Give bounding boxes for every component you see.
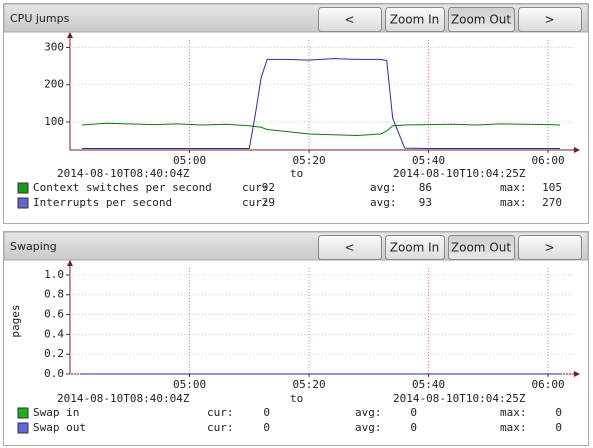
- range-start: 2014-08-10T08:40:04Z: [57, 392, 190, 405]
- legend-label: Swap in: [33, 406, 79, 419]
- range-end: 2014-08-10T10:04:25Z: [393, 392, 526, 405]
- y-axis-arrow: [67, 32, 73, 38]
- stat-value: 0: [410, 421, 417, 434]
- panel-title: CPU jumps: [10, 12, 70, 25]
- y-tick-label: 0.4: [44, 327, 64, 340]
- button[interactable]: <: [318, 7, 382, 32]
- button[interactable]: >: [518, 7, 582, 32]
- stat-value: 0: [263, 421, 270, 434]
- button-face[interactable]: [385, 235, 445, 260]
- x-tick-label: 06:00: [532, 154, 565, 167]
- button-face[interactable]: [448, 235, 515, 260]
- button[interactable]: Zoom In: [385, 235, 445, 260]
- stat-value: 270: [542, 196, 562, 209]
- y-tick-label: 0.8: [44, 288, 64, 301]
- y-axis-arrow: [67, 260, 73, 266]
- button[interactable]: <: [318, 235, 382, 260]
- y-tick-label: 0.0: [44, 367, 64, 380]
- stat-label: cur:: [207, 406, 234, 419]
- stat-value: 92: [262, 181, 275, 194]
- range-to: to: [290, 392, 303, 405]
- panel-title: Swaping: [10, 240, 57, 253]
- stat-label: cur:: [242, 196, 269, 209]
- x-tick-label: 06:00: [532, 378, 565, 391]
- y-axis-label: pages: [9, 304, 22, 337]
- series-line: [81, 122, 561, 137]
- button-label[interactable]: <: [344, 13, 354, 27]
- y-tick-label: 300: [44, 40, 64, 53]
- stat-label: avg:: [355, 406, 382, 419]
- stat-label: avg:: [355, 421, 382, 434]
- stat-label: cur:: [207, 421, 234, 434]
- range-end: 2014-08-10T10:04:25Z: [393, 167, 526, 180]
- legend-label: Swap out: [33, 421, 86, 434]
- stat-value: 29: [262, 196, 275, 209]
- button-face[interactable]: [518, 235, 582, 260]
- legend-label: Interrupts per second: [33, 196, 172, 209]
- stat-label: max:: [500, 196, 527, 209]
- legend-swatch: [17, 407, 29, 419]
- range-start: 2014-08-10T08:40:04Z: [57, 167, 190, 180]
- x-tick-label: 05:20: [292, 378, 325, 391]
- stat-value: 105: [542, 181, 562, 194]
- button-face[interactable]: [318, 7, 382, 32]
- stat-value: 86: [419, 181, 432, 194]
- button-face[interactable]: [385, 7, 445, 32]
- x-tick-label: 05:00: [173, 378, 206, 391]
- button-label[interactable]: Zoom Out: [451, 241, 511, 255]
- stat-value: 93: [419, 196, 432, 209]
- y-tick-label: 100: [44, 115, 64, 128]
- stat-value: 0: [263, 406, 270, 419]
- stat-label: max:: [500, 421, 527, 434]
- x-tick-label: 05:40: [412, 378, 445, 391]
- y-tick-label: 200: [44, 78, 64, 91]
- button-face[interactable]: [448, 7, 515, 32]
- legend-swatch: [17, 422, 29, 434]
- button-label[interactable]: Zoom Out: [451, 13, 511, 27]
- x-axis-arrow: [574, 371, 580, 377]
- x-tick-label: 05:20: [292, 154, 325, 167]
- y-tick-label: 0.2: [44, 347, 64, 360]
- x-tick-label: 05:40: [412, 154, 445, 167]
- button[interactable]: Zoom Out: [448, 235, 515, 260]
- panel-border: [3, 231, 589, 446]
- button-label[interactable]: Zoom In: [390, 241, 440, 255]
- button-label[interactable]: <: [344, 241, 354, 255]
- button[interactable]: >: [518, 235, 582, 260]
- button[interactable]: Zoom In: [385, 7, 445, 32]
- stat-value: 0: [410, 406, 417, 419]
- legend-swatch: [17, 182, 29, 194]
- x-axis-arrow: [574, 147, 580, 153]
- y-tick-label: 1.0: [44, 268, 64, 281]
- range-to: to: [290, 167, 303, 180]
- stat-value: 0: [555, 421, 562, 434]
- legend-label: Context switches per second: [33, 181, 212, 194]
- series-line: [82, 58, 560, 149]
- button-face[interactable]: [518, 7, 582, 32]
- panel: CPU jumps < Zoom In Zoom Out >100 200 300 05:00…: [3, 3, 589, 224]
- stat-value: 0: [555, 406, 562, 419]
- button-face[interactable]: [318, 235, 382, 260]
- y-tick-label: 0.6: [44, 308, 64, 321]
- stat-label: avg:: [370, 196, 397, 209]
- stat-label: cur:: [242, 181, 269, 194]
- legend-swatch: [17, 197, 29, 209]
- stat-label: avg:: [370, 181, 397, 194]
- panel: Swaping < Zoom In Zoom Out > pages 0.0 0.2 0.4 0.…: [3, 231, 589, 446]
- button-label[interactable]: Zoom In: [390, 13, 440, 27]
- button-label[interactable]: >: [544, 13, 554, 27]
- panel-border: [3, 3, 589, 224]
- x-tick-label: 05:00: [173, 154, 206, 167]
- button[interactable]: Zoom Out: [448, 7, 515, 32]
- stat-label: max:: [500, 181, 527, 194]
- stat-label: max:: [500, 406, 527, 419]
- button-label[interactable]: >: [544, 241, 554, 255]
